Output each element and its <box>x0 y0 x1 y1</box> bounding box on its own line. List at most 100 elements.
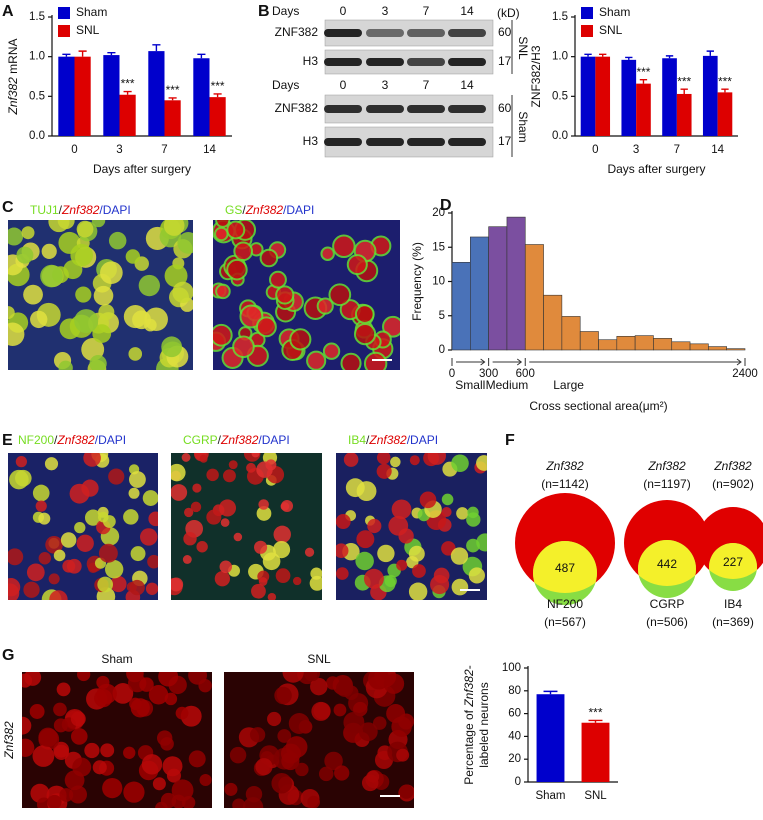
cell <box>171 577 184 592</box>
protein-label: H3 <box>303 54 319 68</box>
cell <box>219 560 233 574</box>
x-axis-label: Cross sectional area(μm²) <box>529 399 667 413</box>
micrograph <box>224 672 414 808</box>
micrograph <box>336 453 487 600</box>
cell <box>128 347 143 361</box>
error-bar <box>599 53 607 57</box>
cell <box>391 499 412 520</box>
set-count: (n=1142) <box>541 477 588 491</box>
cell <box>102 515 116 528</box>
text-part: Znf382 <box>61 203 100 217</box>
protein-label: ZNF382 <box>275 101 319 115</box>
bar <box>74 56 91 136</box>
text-part: / <box>366 433 370 447</box>
blot-band <box>407 138 445 146</box>
cell <box>69 483 90 504</box>
cell <box>84 509 102 526</box>
cell <box>316 297 334 315</box>
set-name: Znf382 <box>713 459 752 473</box>
significance: *** <box>121 77 135 91</box>
cell <box>171 484 188 501</box>
histogram-bar <box>726 348 746 351</box>
text-part: / <box>54 433 58 447</box>
cell <box>196 541 208 553</box>
set-count: (n=506) <box>646 615 688 629</box>
cell <box>307 795 320 808</box>
cell <box>246 462 256 473</box>
cell <box>40 264 63 288</box>
range-arrow <box>529 358 742 366</box>
legend-label: Sham <box>599 5 630 19</box>
cell <box>346 254 368 276</box>
cell <box>239 304 264 329</box>
cell <box>58 360 73 370</box>
cell <box>56 682 71 697</box>
bar <box>636 83 651 136</box>
cell <box>412 564 426 578</box>
cell <box>398 528 414 544</box>
cell <box>16 246 34 264</box>
cell <box>171 779 194 802</box>
cell <box>84 742 100 759</box>
cell <box>396 748 410 762</box>
cell <box>141 754 163 775</box>
histogram-bar <box>708 346 727 351</box>
cell <box>358 722 378 742</box>
cell <box>232 335 255 359</box>
cell <box>8 583 20 600</box>
cell <box>8 227 24 246</box>
cell <box>254 540 268 554</box>
micrograph <box>171 453 322 600</box>
cell <box>267 711 282 727</box>
set-count: (n=369) <box>712 615 754 629</box>
y-tick-label: 60 <box>508 708 521 720</box>
set-name: NF200 <box>547 597 583 611</box>
cell <box>427 453 446 465</box>
bar <box>581 722 610 782</box>
cell <box>275 285 295 305</box>
cell <box>326 676 340 690</box>
y-tick-label: 20 <box>508 753 521 765</box>
x-axis-label: Days after surgery <box>607 162 705 176</box>
y-tick-label: 1.0 <box>552 51 568 63</box>
bar <box>103 55 120 136</box>
cell <box>336 543 349 558</box>
cell <box>269 270 287 289</box>
cell <box>450 547 469 565</box>
cell <box>466 512 481 527</box>
cell <box>89 354 107 370</box>
cell <box>23 284 43 305</box>
cell <box>183 532 197 546</box>
cell <box>304 547 315 557</box>
cell <box>468 567 485 584</box>
cell <box>76 672 91 682</box>
cell <box>409 455 420 466</box>
cell <box>142 490 158 506</box>
y-axis-label: Znf382 mRNA <box>6 38 20 115</box>
error-bar <box>721 88 729 93</box>
panel-letter: B <box>258 3 270 20</box>
y-tick-label: 0.0 <box>29 130 45 142</box>
y-tick-label: 80 <box>508 685 521 697</box>
cell <box>129 471 146 488</box>
cell <box>15 469 32 487</box>
cell <box>226 258 248 281</box>
cell <box>75 286 92 303</box>
cell <box>383 673 405 694</box>
cell <box>363 351 388 370</box>
histogram-bar <box>616 335 636 351</box>
text-part: NF200 <box>18 433 54 447</box>
cell <box>100 743 115 758</box>
error-bar <box>62 53 71 57</box>
cell <box>226 220 246 240</box>
cell <box>333 703 347 717</box>
bar <box>536 694 565 782</box>
histogram-bar <box>671 341 691 351</box>
day-label: 7 <box>423 4 430 18</box>
y-tick-label: 15 <box>432 241 445 253</box>
cell <box>138 274 160 297</box>
cell <box>83 453 101 467</box>
cell <box>206 468 219 482</box>
cell <box>8 306 15 319</box>
